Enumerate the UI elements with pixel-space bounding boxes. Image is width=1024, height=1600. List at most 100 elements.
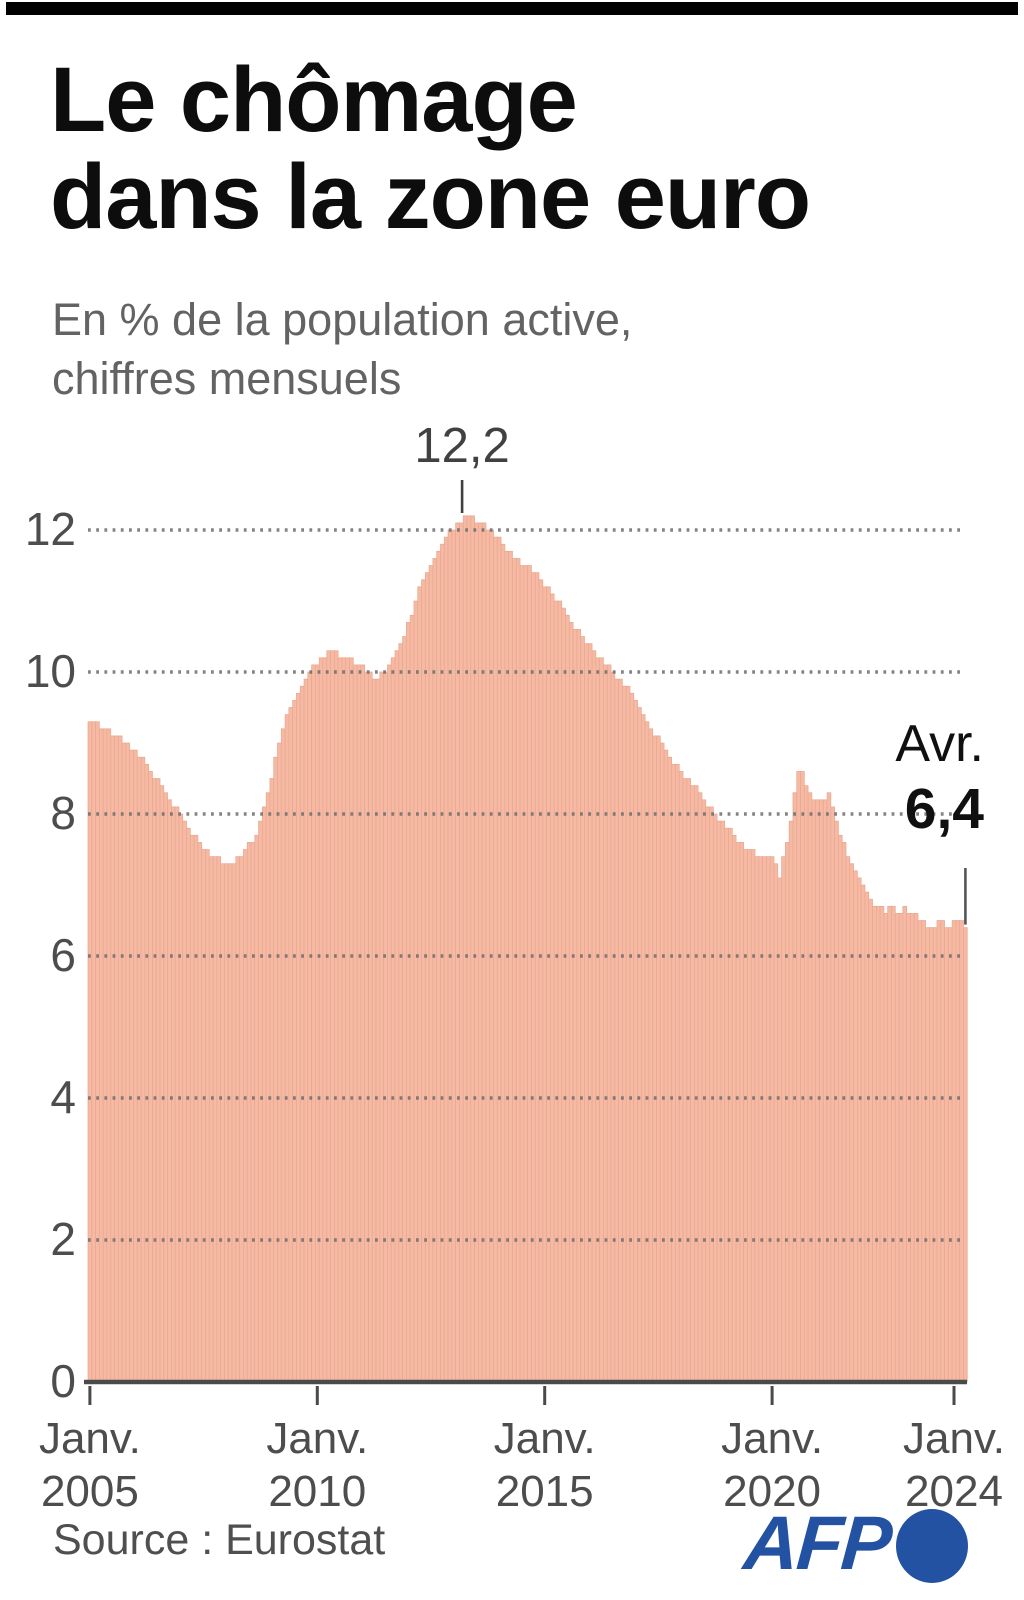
month-bar xyxy=(261,806,267,1383)
month-bar xyxy=(337,657,343,1383)
chart-subtitle: En % de la population active, chiffres m… xyxy=(52,290,952,408)
month-bar xyxy=(273,756,278,1383)
x-axis: Janv. 2005 Janv. 2010 Janv. 2015 Janv. 2020 Janv… xyxy=(0,0,1024,1516)
month-bar xyxy=(265,792,271,1383)
y-axis-label: 6 xyxy=(50,929,76,981)
month-bar xyxy=(678,771,684,1383)
month-bar xyxy=(349,657,354,1383)
subtitle-line-1: En % de la population active, xyxy=(52,294,633,345)
month-bar xyxy=(383,671,388,1383)
month-bar xyxy=(413,600,419,1383)
month-bar xyxy=(114,735,119,1383)
month-bar xyxy=(398,643,403,1383)
month-bar xyxy=(637,707,642,1383)
month-bar xyxy=(815,799,820,1383)
month-bar xyxy=(148,771,153,1383)
month-bar xyxy=(640,714,646,1383)
month-bar xyxy=(163,792,168,1383)
month-bar xyxy=(747,849,752,1383)
y-axis-label: 2 xyxy=(50,1213,76,1265)
month-bar xyxy=(470,515,475,1383)
month-bar xyxy=(235,856,240,1383)
unemployment-bar-chart xyxy=(84,480,968,1405)
month-bar xyxy=(379,671,384,1383)
month-bar xyxy=(849,863,854,1383)
month-bar xyxy=(102,728,108,1383)
month-bar xyxy=(845,856,851,1383)
month-bar xyxy=(561,607,566,1383)
month-bar xyxy=(857,877,862,1383)
month-bar xyxy=(250,842,256,1383)
month-bar xyxy=(758,856,763,1383)
month-bar xyxy=(841,842,847,1383)
month-bar xyxy=(296,692,301,1383)
month-bar xyxy=(315,664,320,1383)
month-bar xyxy=(633,700,638,1383)
month-bar xyxy=(371,678,377,1383)
month-bar xyxy=(618,678,623,1383)
month-bar xyxy=(360,664,366,1383)
latest-value-annotation: Avr. 6,4 xyxy=(744,712,984,842)
month-bar xyxy=(656,735,661,1383)
month-bar xyxy=(231,863,237,1383)
month-bar xyxy=(538,579,544,1383)
month-bar xyxy=(913,913,919,1383)
y-axis-label: 8 xyxy=(50,787,76,839)
month-bar xyxy=(610,671,616,1383)
month-bar xyxy=(542,586,547,1383)
month-bar xyxy=(155,778,161,1383)
month-bar xyxy=(227,863,233,1383)
latest-value-month: Avr. xyxy=(895,715,984,773)
month-bar xyxy=(136,756,142,1383)
month-bar xyxy=(875,905,881,1383)
month-bar xyxy=(894,913,900,1383)
month-bar xyxy=(762,856,767,1383)
month-bar xyxy=(891,905,896,1383)
month-bar xyxy=(929,927,934,1383)
month-bar xyxy=(731,834,737,1383)
month-bar xyxy=(864,891,870,1383)
month-bar xyxy=(478,522,483,1383)
month-bar xyxy=(406,621,411,1383)
month-bar xyxy=(368,671,373,1383)
month-bar xyxy=(356,664,362,1383)
month-bar xyxy=(951,920,957,1383)
month-bar xyxy=(868,898,873,1383)
month-bar xyxy=(773,863,779,1383)
month-bar xyxy=(212,856,218,1383)
month-bar xyxy=(459,522,464,1383)
month-bar xyxy=(591,650,597,1383)
month-bar xyxy=(189,834,195,1383)
month-bar xyxy=(925,927,930,1383)
month-bar xyxy=(534,572,540,1383)
month-bar xyxy=(754,856,760,1383)
month-bar xyxy=(167,799,172,1383)
month-bar xyxy=(830,806,835,1383)
month-bar xyxy=(819,799,824,1383)
month-bar xyxy=(481,522,487,1383)
x-axis-label-month: Janv. xyxy=(38,1414,141,1463)
x-axis-label-year: 2020 xyxy=(723,1467,822,1516)
month-bar xyxy=(493,536,498,1383)
month-bar xyxy=(879,905,885,1383)
month-bar xyxy=(709,806,714,1383)
month-bar xyxy=(117,735,123,1383)
month-bar xyxy=(504,550,510,1383)
latest-value-number: 6,4 xyxy=(904,777,984,841)
month-bar xyxy=(898,913,904,1383)
month-bar xyxy=(303,678,309,1383)
month-bar xyxy=(91,721,96,1383)
month-bar xyxy=(424,572,430,1383)
month-bar xyxy=(587,643,593,1383)
month-bar xyxy=(796,771,801,1383)
month-bar xyxy=(565,614,570,1383)
month-bar xyxy=(523,565,528,1383)
title-line-1: Le chômage xyxy=(50,49,578,151)
month-bar xyxy=(205,849,210,1383)
x-axis-label-year: 2015 xyxy=(495,1467,594,1516)
afp-logo-text: AFP xyxy=(741,1501,893,1586)
x-axis-label-month: Janv. xyxy=(903,1414,1005,1463)
month-bar xyxy=(474,522,479,1383)
month-bar xyxy=(216,856,222,1383)
month-bar xyxy=(667,756,673,1383)
